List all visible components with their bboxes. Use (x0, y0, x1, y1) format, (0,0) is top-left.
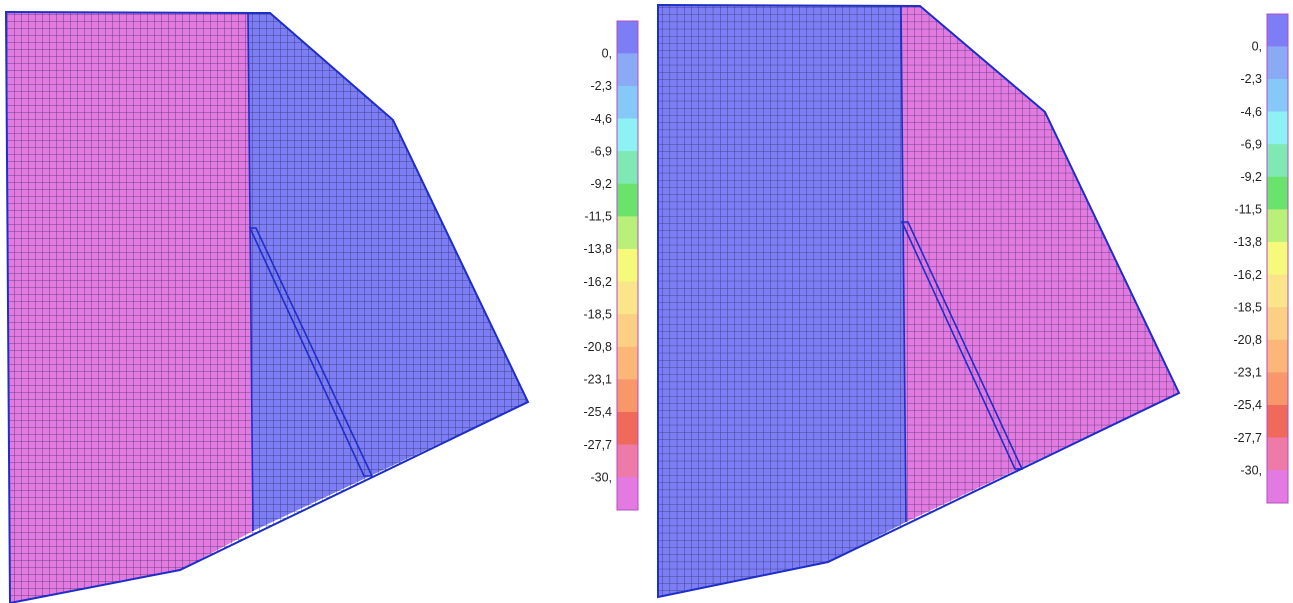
legend-label: -25,4 (1234, 398, 1263, 412)
legend-swatch (616, 53, 639, 87)
legend-label: -16,2 (584, 275, 613, 289)
legend-swatch (616, 20, 639, 54)
legend-swatch (1266, 241, 1289, 276)
legend-swatch (1266, 111, 1289, 145)
legend-label: -13,8 (1234, 235, 1263, 249)
legend-label: -27,7 (584, 438, 613, 452)
legend-swatch (616, 183, 639, 217)
legend-swatch (616, 85, 639, 120)
interface-line-right (900, 4, 907, 523)
mesh-left (4, 10, 530, 603)
legend-label: -16,2 (1234, 268, 1263, 282)
legend-label: -11,5 (1234, 203, 1262, 217)
legend-right: 0, -2,3 -4,6 -6,9 -9,2 -11,5 -13,8 -16,2 -18,5 -2… (1234, 13, 1289, 504)
legend-swatch (1266, 470, 1289, 504)
legend-label: -23,1 (584, 373, 613, 387)
legend-swatch (616, 379, 639, 413)
legend-frame (616, 20, 639, 511)
legend-label: -2,3 (590, 79, 612, 93)
legend-swatch (1266, 437, 1289, 471)
legend-label: 0, (602, 47, 612, 61)
legend-label: 0, (1252, 40, 1262, 54)
panel-left: 0, -2,3 -4,6 -6,9 -9,2 -11,5 -13,8 -16,2 -18,5 -2… (4, 10, 639, 603)
legend-swatch (616, 118, 639, 152)
legend-label: -11,5 (584, 210, 612, 224)
legend-swatch (1266, 307, 1289, 341)
legend-label: -4,6 (590, 112, 612, 126)
legend-swatch (1266, 78, 1289, 113)
legend-swatch (616, 346, 639, 380)
mesh-grid-right (658, 5, 1179, 597)
legend-label: -9,2 (590, 177, 612, 191)
legend-swatch (616, 216, 639, 250)
legend-label: -23,1 (1234, 366, 1263, 380)
mesh-outline-left (4, 10, 530, 603)
legend-label: -18,5 (584, 307, 613, 321)
legend-label: -20,8 (1234, 333, 1263, 347)
legend-label: -30, (1240, 463, 1262, 477)
legend-label: -9,2 (1240, 170, 1262, 184)
legend-label: -27,7 (1234, 431, 1263, 445)
legend-label: -6,9 (590, 144, 612, 158)
legend-swatch (1266, 372, 1289, 406)
legend-left: 0, -2,3 -4,6 -6,9 -9,2 -11,5 -13,8 -16,2 -18,5 -2… (584, 20, 639, 511)
legend-swatch (1266, 339, 1289, 373)
legend-label: -18,5 (1234, 300, 1263, 314)
joint-band-left (248, 227, 374, 477)
legend-swatch (616, 281, 639, 315)
legend-swatch (1266, 274, 1289, 308)
interface-line-left (247, 11, 254, 532)
legend-swatch (1266, 144, 1289, 178)
mesh-right (657, 3, 1181, 599)
legend-label: -20,8 (584, 340, 613, 354)
legend-swatch (1266, 404, 1289, 439)
legend-swatch (1266, 176, 1289, 210)
mesh-outline-right (657, 3, 1181, 599)
legend-swatch (1266, 209, 1289, 243)
mesh-grid-left (6, 12, 528, 603)
legend-label: -13,8 (584, 242, 613, 256)
legend-swatch (616, 411, 639, 446)
legend-frame (1266, 13, 1289, 504)
legend-swatch (616, 248, 639, 283)
legend-swatch (1266, 13, 1289, 47)
legend-swatch (616, 314, 639, 348)
legend-label: -30, (590, 470, 612, 484)
legend-label: -4,6 (1240, 105, 1262, 119)
legend-label: -6,9 (1240, 137, 1262, 151)
legend-swatch (1266, 46, 1289, 80)
legend-swatch (616, 151, 639, 185)
legend-label: -25,4 (584, 405, 613, 419)
legend-swatch (616, 444, 639, 478)
panel-right: 0, -2,3 -4,6 -6,9 -9,2 -11,5 -13,8 -16,2 -18,5 -2… (657, 3, 1289, 599)
legend-label: -2,3 (1240, 72, 1262, 86)
legend-swatch (616, 477, 639, 511)
